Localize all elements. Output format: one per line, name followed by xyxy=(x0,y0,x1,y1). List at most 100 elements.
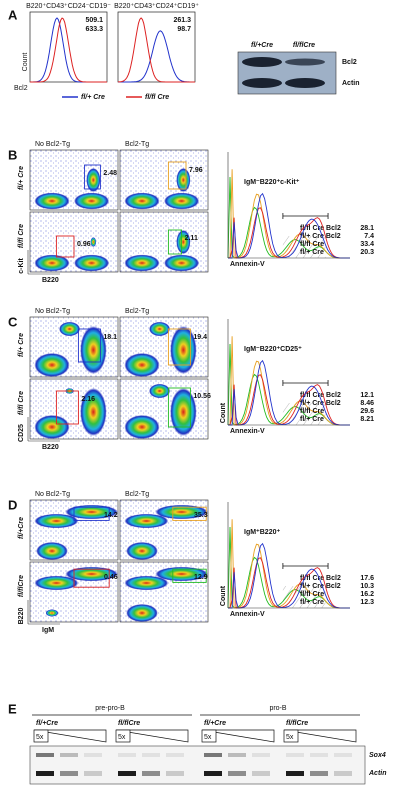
gel-band xyxy=(334,753,352,757)
histogram-curve xyxy=(227,519,350,609)
gel-band xyxy=(84,753,102,757)
density-cluster xyxy=(90,237,97,247)
dilution-wedge xyxy=(283,729,357,743)
gate xyxy=(167,161,187,190)
gate xyxy=(77,328,101,363)
axis-label: B220 xyxy=(18,608,25,625)
axis-label: c-Kit xyxy=(18,258,25,274)
gel-band xyxy=(204,753,222,757)
legend-label: fl/fl Cre xyxy=(145,94,169,101)
row-label: fl/+Cre xyxy=(18,517,25,539)
mfi-value: 633.3 xyxy=(85,26,103,33)
legend-label: fl/+ Cre xyxy=(300,416,324,423)
blot-column: fl/+Cre xyxy=(251,42,273,49)
legend-value: 12.1 xyxy=(360,392,374,399)
row-label: fl/flCre xyxy=(18,575,25,597)
density-cluster xyxy=(126,542,158,560)
gate xyxy=(167,229,183,255)
column-header: Bcl2-Tg xyxy=(125,141,149,148)
histogram-curve xyxy=(228,192,350,259)
density-cluster xyxy=(155,566,209,582)
legend-label: fl/+ Cre Bcl2 xyxy=(300,400,341,407)
gate-value: 0.46 xyxy=(104,574,118,581)
histogram-title: B220⁺CD43⁺CD24⁻CD19⁻ xyxy=(26,3,111,10)
gate-value: 12.9 xyxy=(194,574,208,581)
gel-band xyxy=(334,771,352,776)
histogram-title: IgM⁺B220⁺ xyxy=(244,529,280,536)
dilution: 5x xyxy=(118,734,126,741)
gel-band xyxy=(166,753,184,757)
density-cluster xyxy=(36,542,68,560)
gel-band xyxy=(310,771,328,776)
gate-value: 0.96 xyxy=(77,241,91,248)
density-cluster xyxy=(176,168,191,192)
density-cluster xyxy=(34,353,70,377)
legend-label: fl/fl Cre xyxy=(300,591,324,598)
gel-band xyxy=(60,753,78,757)
histogram-frame xyxy=(117,11,196,83)
panel-label: B xyxy=(8,147,17,162)
column-header: No Bcl2-Tg xyxy=(35,141,70,148)
column-header: No Bcl2-Tg xyxy=(35,308,70,315)
dilution: 5x xyxy=(36,734,44,741)
gate-value: 2.48 xyxy=(103,170,117,177)
gel-band xyxy=(204,771,222,776)
gate-value: 10.56 xyxy=(193,393,211,400)
panel-label: C xyxy=(8,314,18,329)
density-cluster xyxy=(124,254,160,272)
gel-row: Actin xyxy=(368,770,387,777)
histogram-curve xyxy=(228,542,350,609)
dilution: 5x xyxy=(204,734,212,741)
histogram-title: B220⁺CD43⁺CD24⁺CD19⁺ xyxy=(114,3,199,10)
column-header: Bcl2-Tg xyxy=(125,308,149,315)
density-cluster xyxy=(80,388,107,436)
axis-label: Count xyxy=(220,402,227,423)
histogram-curve xyxy=(228,374,350,426)
gel-band xyxy=(142,753,160,757)
axis-label: IgM xyxy=(42,627,54,634)
histogram-frame xyxy=(29,11,108,83)
density-cluster xyxy=(149,383,171,399)
gel-band xyxy=(36,753,54,757)
row-label: fl/+ Cre xyxy=(18,333,25,357)
legend-label: fl/+ Cre xyxy=(300,249,324,256)
legend-value: 16.2 xyxy=(360,591,374,598)
mfi-value: 98.7 xyxy=(177,26,191,33)
axis-label: Count xyxy=(220,585,227,606)
gate xyxy=(73,568,110,588)
mfi-value: 261.3 xyxy=(173,17,191,24)
density-cluster xyxy=(124,513,169,529)
gel-band xyxy=(60,771,78,776)
gate xyxy=(172,568,207,583)
axis-label: Annexin-V xyxy=(230,611,265,618)
legend-value: 29.6 xyxy=(360,408,374,415)
column-header: No Bcl2-Tg xyxy=(35,491,70,498)
row-label: fl/fl Cre xyxy=(18,224,25,248)
density-cluster xyxy=(65,566,118,582)
axis-label: Annexin-V xyxy=(230,261,265,268)
blot-band xyxy=(242,57,282,67)
gate xyxy=(84,164,101,190)
legend-value: 8.21 xyxy=(360,416,374,423)
blot-band xyxy=(285,78,325,88)
legend-label: fl/+ Cre Bcl2 xyxy=(300,583,341,590)
dilution-box xyxy=(33,729,49,743)
axis-label: Annexin-V xyxy=(230,428,265,435)
legend-value: 7.4 xyxy=(364,233,374,240)
histogram-curve xyxy=(227,336,350,426)
row-label: fl/fl Cre xyxy=(18,391,25,415)
dilution-box xyxy=(115,729,131,743)
density-cluster xyxy=(34,513,79,529)
group-name: pro-B xyxy=(269,705,286,712)
density-cluster xyxy=(124,415,160,439)
dilution-wedge xyxy=(33,729,107,743)
dilution-wedge xyxy=(201,729,275,743)
legend-value: 28.1 xyxy=(360,225,374,232)
gate-value: 18.1 xyxy=(103,334,117,341)
gate xyxy=(73,506,110,521)
legend-label: fl/fl Cre Bcl2 xyxy=(300,225,341,232)
gel-band xyxy=(286,753,304,757)
gel-band xyxy=(84,771,102,776)
legend-label: fl/fl Cre Bcl2 xyxy=(300,392,341,399)
density-cluster xyxy=(74,192,110,210)
